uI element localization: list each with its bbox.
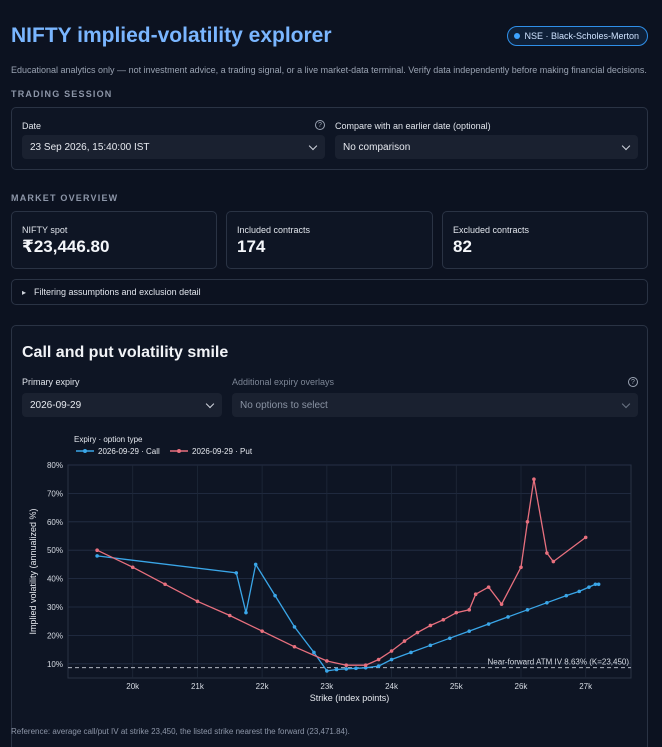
filtering-expander[interactable]: ▸ Filtering assumptions and exclusion de… <box>11 279 648 305</box>
trading-session-heading: TRADING SESSION <box>11 89 113 99</box>
metric-value: 82 <box>453 237 472 256</box>
metric-label: Excluded contracts <box>453 225 530 235</box>
page-title: NIFTY implied-volatility explorer <box>11 24 332 47</box>
chevron-right-icon: ▸ <box>22 287 27 297</box>
chevron-down-icon <box>205 399 215 409</box>
compare-select[interactable]: No comparison <box>335 135 638 159</box>
metric-label: NIFTY spot <box>22 225 68 235</box>
model-badge: NSE · Black-Scholes-Merton <box>507 26 648 46</box>
compare-label: Compare with an earlier date (optional) <box>335 121 491 131</box>
primary-expiry-value: 2026-09-29 <box>30 399 82 411</box>
smile-title: Call and put volatility smile <box>22 344 229 361</box>
disclaimer: Educational analytics only — not investm… <box>11 65 647 75</box>
trading-session-panel: Date ? 23 Sep 2026, 15:40:00 IST Compare… <box>11 107 648 170</box>
primary-expiry-select[interactable]: 2026-09-29 <box>22 393 222 417</box>
metric-card-excluded: Excluded contracts 82 <box>442 211 648 269</box>
status-dot-icon <box>514 33 521 39</box>
compare-select-value: No comparison <box>343 141 411 153</box>
metric-card-spot: NIFTY spot ₹23,446.80 <box>11 211 217 269</box>
metric-value: 174 <box>237 237 266 256</box>
overlay-placeholder: No options to select <box>240 399 328 411</box>
model-badge-label: NSE · Black-Scholes-Merton <box>524 31 639 41</box>
chevron-down-icon <box>621 141 631 151</box>
date-label: Date <box>22 121 42 131</box>
metric-label: Included contracts <box>237 225 311 235</box>
primary-expiry-label: Primary expiry <box>22 377 80 387</box>
overlay-select[interactable]: No options to select <box>232 393 638 417</box>
chevron-down-icon <box>621 399 631 409</box>
expander-label: Filtering assumptions and exclusion deta… <box>34 287 201 297</box>
reference-footnote: Reference: average call/put IV at strike… <box>11 727 350 736</box>
chevron-down-icon <box>308 141 318 151</box>
help-icon[interactable]: ? <box>628 377 638 387</box>
date-select-value: 23 Sep 2026, 15:40:00 IST <box>30 141 150 153</box>
metric-value: ₹23,446.80 <box>22 237 110 256</box>
help-icon[interactable]: ? <box>315 120 325 130</box>
overlay-label: Additional expiry overlays <box>232 377 335 387</box>
date-select[interactable]: 23 Sep 2026, 15:40:00 IST <box>22 135 325 159</box>
metric-card-included: Included contracts 174 <box>226 211 433 269</box>
smile-card: Call and put volatility smile Primary ex… <box>11 325 648 747</box>
market-overview-heading: MARKET OVERVIEW <box>11 193 119 203</box>
